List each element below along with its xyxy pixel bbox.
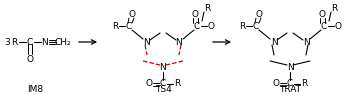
Text: R: R	[204, 4, 210, 12]
Text: O: O	[129, 9, 136, 19]
Text: O: O	[256, 9, 262, 19]
Text: R: R	[112, 22, 118, 30]
Text: 3: 3	[4, 37, 10, 46]
Text: C: C	[194, 22, 200, 30]
Text: R: R	[331, 4, 337, 12]
Text: TS4: TS4	[155, 85, 171, 94]
Text: N: N	[42, 37, 48, 46]
Text: N: N	[271, 37, 277, 46]
Text: O: O	[191, 9, 198, 19]
Text: O: O	[208, 22, 214, 30]
Text: C: C	[27, 37, 33, 46]
Text: R: R	[11, 37, 17, 46]
Text: N: N	[176, 37, 182, 46]
Text: N: N	[286, 64, 293, 73]
Text: R: R	[239, 22, 245, 30]
Text: C: C	[160, 80, 166, 88]
Text: O: O	[146, 80, 153, 88]
Text: O: O	[27, 54, 33, 64]
Text: C: C	[287, 80, 293, 88]
Text: N: N	[144, 37, 151, 46]
Text: C: C	[321, 22, 327, 30]
Text: C: C	[253, 22, 259, 30]
Text: O: O	[318, 9, 326, 19]
Text: TRAT: TRAT	[279, 85, 301, 94]
Text: C: C	[126, 22, 132, 30]
Text: IM8: IM8	[27, 85, 43, 94]
Text: O: O	[334, 22, 342, 30]
Text: CH₂: CH₂	[55, 37, 71, 46]
Text: N: N	[302, 37, 309, 46]
Text: R: R	[174, 80, 180, 88]
Text: O: O	[273, 80, 279, 88]
Text: N: N	[160, 64, 166, 73]
Text: R: R	[301, 80, 307, 88]
